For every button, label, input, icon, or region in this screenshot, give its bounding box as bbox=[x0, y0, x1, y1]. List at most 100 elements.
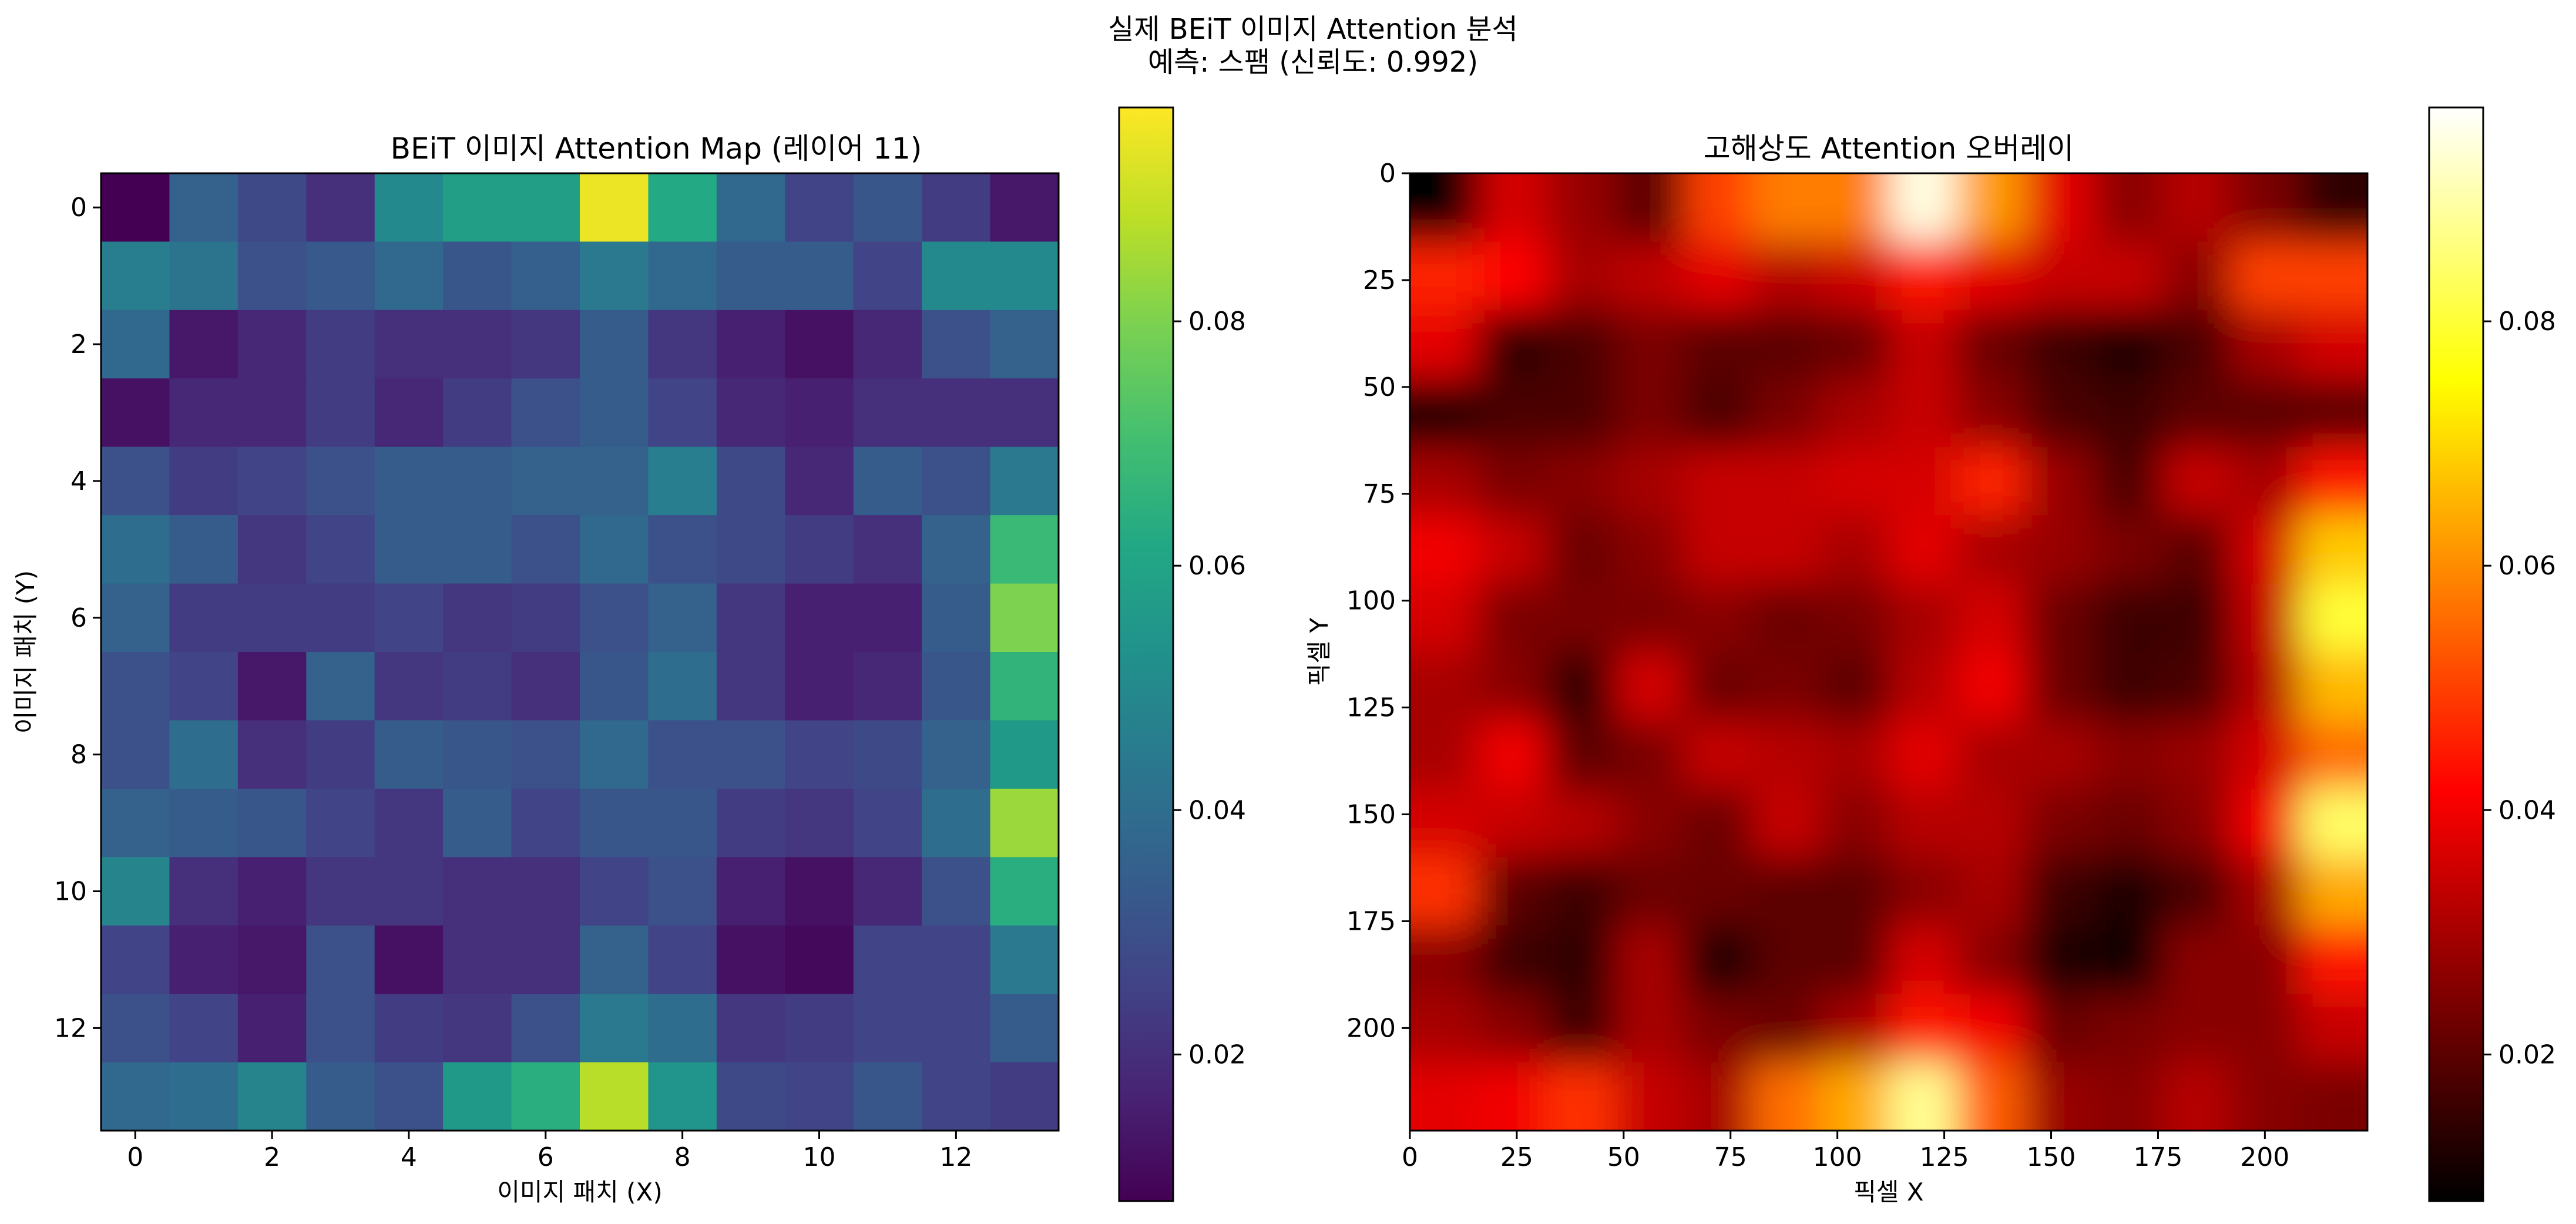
overlay-cell bbox=[1752, 994, 1821, 1063]
overlay-cell bbox=[2162, 173, 2231, 174]
overlay-cell bbox=[1683, 788, 1752, 858]
heatmap-cell bbox=[580, 1062, 649, 1131]
heatmap-cell bbox=[511, 583, 580, 653]
heatmap-cell bbox=[648, 994, 717, 1063]
heatmap-cell bbox=[237, 720, 307, 789]
overlay-cell bbox=[2367, 926, 2436, 994]
overlay-cell bbox=[1546, 857, 1616, 926]
heatmap-cell bbox=[853, 652, 922, 721]
heatmap-cell bbox=[580, 994, 649, 1063]
heatmap-cell bbox=[580, 857, 649, 926]
overlay-cell bbox=[1957, 652, 2026, 721]
heatmap-cell bbox=[374, 652, 444, 721]
overlay-cell bbox=[2367, 447, 2436, 516]
overlay-cell bbox=[2299, 173, 2367, 243]
heatmap-cell bbox=[785, 1062, 854, 1131]
heatmap-cell bbox=[237, 310, 307, 379]
overlay-cell bbox=[1546, 788, 1616, 858]
overlay-cell bbox=[1820, 720, 1889, 789]
overlay-cell bbox=[2094, 994, 2163, 1063]
heatmap-cell bbox=[580, 788, 649, 858]
heatmap-cell bbox=[922, 583, 991, 653]
overlay-cell bbox=[1546, 720, 1616, 789]
overlay-cell bbox=[1752, 720, 1821, 789]
heatmap-cell bbox=[648, 515, 717, 584]
heatmap-cell bbox=[853, 583, 922, 653]
heatmap-cell bbox=[785, 241, 854, 311]
heatmap-cell bbox=[511, 994, 580, 1063]
overlay-cell bbox=[1546, 652, 1616, 721]
heatmap-cell bbox=[101, 857, 170, 926]
right-colorbar-ticks: 0.02 0.04 0.06 0.08 bbox=[2483, 307, 2556, 1070]
overlay-cell bbox=[2025, 652, 2095, 721]
overlay-cell bbox=[2162, 310, 2231, 379]
overlay-cell bbox=[2299, 994, 2367, 1063]
y-tick-label: 0 bbox=[1379, 159, 1396, 189]
overlay-cell bbox=[1546, 173, 1616, 243]
heatmap-cell bbox=[648, 583, 717, 653]
overlay-cell bbox=[1410, 446, 1479, 516]
overlay-cell bbox=[1820, 515, 1889, 584]
heatmap-cell bbox=[785, 446, 854, 516]
heatmap-cell bbox=[716, 173, 785, 243]
overlay-cell bbox=[1683, 857, 1752, 926]
colorbar-tick-label: 0.04 bbox=[2498, 795, 2556, 825]
heatmap-cell bbox=[716, 446, 785, 516]
y-tick-label: 8 bbox=[70, 740, 87, 770]
heatmap-cell bbox=[716, 1062, 785, 1131]
overlay-cell bbox=[1546, 310, 1616, 379]
y-tick-label: 0 bbox=[70, 193, 87, 223]
heatmap-cell bbox=[443, 925, 512, 994]
overlay-cell bbox=[1478, 378, 1547, 448]
overlay-cell bbox=[1478, 994, 1547, 1063]
heatmap-cell bbox=[374, 515, 444, 584]
heatmap-cell bbox=[853, 241, 922, 311]
heatmap-cell bbox=[169, 310, 239, 379]
heatmap-cell bbox=[374, 720, 444, 789]
overlay-cell bbox=[1478, 652, 1547, 721]
heatmap-cell bbox=[237, 1062, 307, 1131]
heatmap-cell bbox=[853, 720, 922, 789]
overlay-cell bbox=[2367, 720, 2436, 789]
heatmap-cell bbox=[716, 788, 785, 858]
heatmap-cell bbox=[511, 173, 580, 243]
heatmap-cell bbox=[511, 720, 580, 789]
x-tick-label: 200 bbox=[2240, 1142, 2289, 1172]
overlay-cell bbox=[1478, 173, 1547, 174]
overlay-cell bbox=[2025, 788, 2095, 858]
overlay-cell bbox=[2025, 378, 2095, 448]
overlay-cell bbox=[2231, 446, 2300, 516]
overlay-cell bbox=[2162, 720, 2231, 789]
x-tick-label: 150 bbox=[2027, 1142, 2076, 1172]
heatmap-cell bbox=[443, 994, 512, 1063]
colorbar-tick-label: 0.08 bbox=[1188, 307, 1246, 337]
x-tick-label: 2 bbox=[264, 1142, 280, 1172]
heatmap-cell bbox=[922, 925, 991, 994]
overlay-cell bbox=[1889, 241, 1958, 311]
overlay-cell bbox=[2162, 583, 2231, 653]
overlay-cell bbox=[2162, 925, 2231, 994]
heatmap-cell bbox=[785, 583, 854, 653]
x-tick-label: 75 bbox=[1714, 1142, 1747, 1172]
overlay-cell bbox=[1957, 720, 2026, 789]
heatmap-cell bbox=[169, 925, 239, 994]
overlay-cell bbox=[1410, 515, 1479, 584]
overlay-cell bbox=[1820, 310, 1889, 379]
overlay-cell bbox=[1546, 515, 1616, 584]
heatmap-cell bbox=[374, 173, 444, 243]
heatmap-cell bbox=[237, 788, 307, 858]
overlay-cell bbox=[2299, 857, 2367, 926]
x-tick-label: 0 bbox=[127, 1142, 143, 1172]
x-tick-label: 100 bbox=[1813, 1142, 1862, 1172]
overlay-cell bbox=[2025, 857, 2095, 926]
overlay-cell bbox=[1478, 788, 1547, 858]
heatmap-cell bbox=[169, 378, 239, 448]
heatmap-cell bbox=[785, 720, 854, 789]
overlay-cell bbox=[1752, 583, 1821, 653]
heatmap-cell bbox=[443, 310, 512, 379]
y-tick-label: 4 bbox=[70, 466, 87, 496]
overlay-cell bbox=[1342, 720, 1410, 789]
heatmap-cell bbox=[374, 310, 444, 379]
overlay-cell bbox=[1683, 1062, 1752, 1131]
